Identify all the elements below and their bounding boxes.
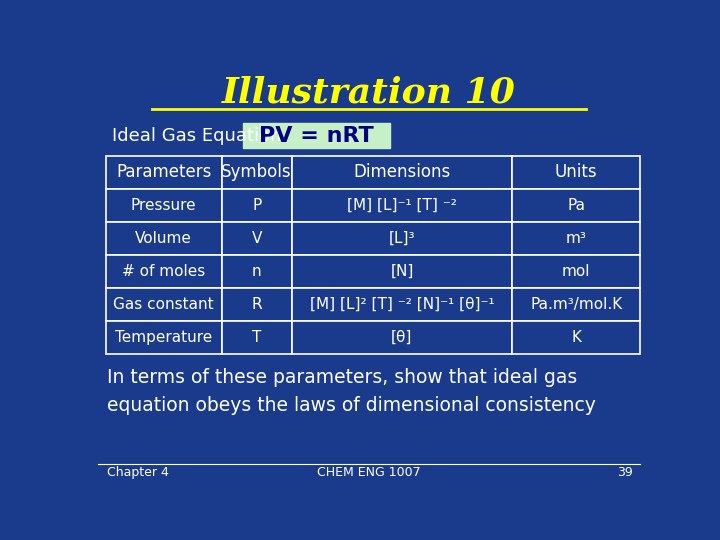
- Bar: [106, 222, 222, 255]
- Text: 39: 39: [617, 465, 632, 478]
- Bar: [106, 321, 222, 354]
- Bar: [513, 288, 640, 321]
- Text: Temperature: Temperature: [115, 330, 212, 345]
- Text: [M] [L]² [T] ⁻² [N]⁻¹ [θ]⁻¹: [M] [L]² [T] ⁻² [N]⁻¹ [θ]⁻¹: [310, 297, 494, 312]
- Bar: [292, 288, 513, 321]
- Bar: [222, 156, 292, 189]
- Text: T: T: [252, 330, 261, 345]
- Bar: [292, 189, 513, 222]
- Bar: [222, 222, 292, 255]
- Bar: [106, 156, 222, 189]
- Text: P: P: [252, 198, 261, 213]
- Bar: [292, 156, 513, 189]
- Bar: [292, 222, 513, 255]
- Bar: [513, 156, 640, 189]
- Text: [θ]: [θ]: [391, 330, 413, 345]
- Bar: [513, 321, 640, 354]
- Text: [L]³: [L]³: [389, 231, 415, 246]
- Bar: [106, 189, 222, 222]
- Text: m³: m³: [566, 231, 587, 246]
- Bar: [513, 189, 640, 222]
- Text: Ideal Gas Equation: Ideal Gas Equation: [112, 127, 282, 145]
- Bar: [513, 222, 640, 255]
- Bar: [222, 255, 292, 288]
- Text: n: n: [252, 264, 261, 279]
- Bar: [106, 288, 222, 321]
- Text: # of moles: # of moles: [122, 264, 205, 279]
- Text: [M] [L]⁻¹ [T] ⁻²: [M] [L]⁻¹ [T] ⁻²: [347, 198, 457, 213]
- Text: Pa.m³/mol.K: Pa.m³/mol.K: [530, 297, 622, 312]
- Text: Parameters: Parameters: [116, 163, 211, 181]
- Bar: [513, 255, 640, 288]
- Text: In terms of these parameters, show that ideal gas
equation obeys the laws of dim: In terms of these parameters, show that …: [107, 368, 596, 415]
- Bar: [222, 288, 292, 321]
- Text: Chapter 4: Chapter 4: [107, 465, 169, 478]
- Bar: [106, 255, 222, 288]
- Bar: [292, 321, 513, 354]
- Text: Pa: Pa: [567, 198, 585, 213]
- Bar: [292, 255, 513, 288]
- Text: Pressure: Pressure: [131, 198, 197, 213]
- Text: K: K: [571, 330, 581, 345]
- Text: Illustration 10: Illustration 10: [222, 76, 516, 110]
- FancyBboxPatch shape: [243, 123, 390, 148]
- Text: CHEM ENG 1007: CHEM ENG 1007: [318, 465, 420, 478]
- Bar: [222, 321, 292, 354]
- Text: Dimensions: Dimensions: [354, 163, 451, 181]
- Text: Units: Units: [555, 163, 598, 181]
- Text: Symbols: Symbols: [221, 163, 292, 181]
- Text: Gas constant: Gas constant: [113, 297, 214, 312]
- Text: [N]: [N]: [390, 264, 413, 279]
- Bar: [222, 189, 292, 222]
- Text: R: R: [251, 297, 262, 312]
- Text: Volume: Volume: [135, 231, 192, 246]
- Text: V: V: [251, 231, 262, 246]
- Text: mol: mol: [562, 264, 590, 279]
- Text: PV = nRT: PV = nRT: [259, 126, 374, 146]
